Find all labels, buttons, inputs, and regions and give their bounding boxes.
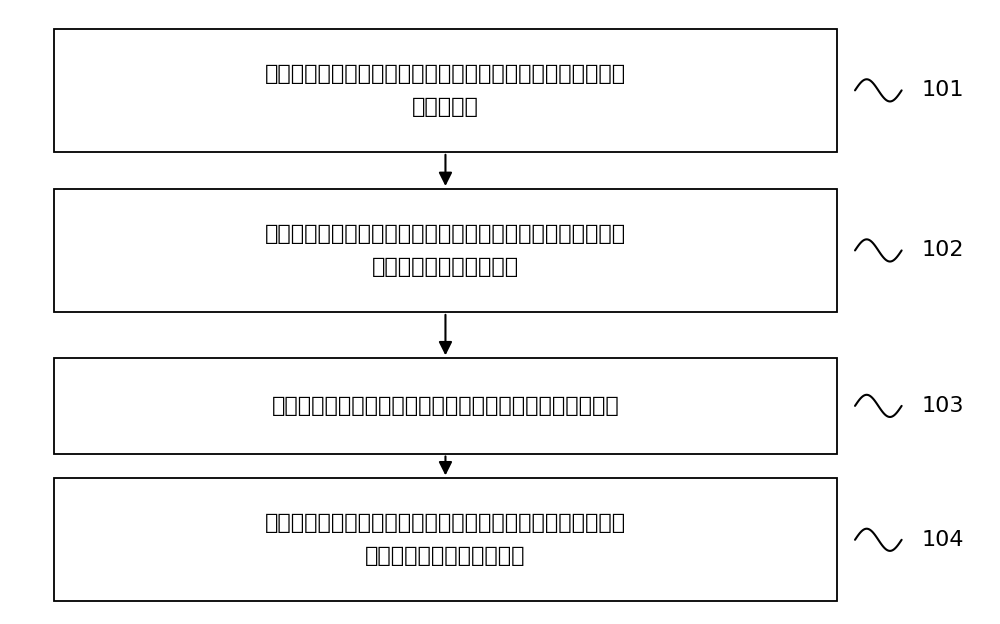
- Bar: [54, 29, 837, 152]
- Text: 104: 104: [921, 530, 964, 550]
- Text: 获取总辐射表腔体内的当前温度、当前相对湿度及上一次干燥
剂更换时间: 获取总辐射表腔体内的当前温度、当前相对湿度及上一次干燥 剂更换时间: [265, 64, 626, 117]
- Bar: [54, 478, 837, 602]
- Bar: [54, 358, 837, 454]
- Bar: [54, 189, 837, 312]
- Text: 根据预设的干燥剂作用时间阈值、上一次干燥剂更换时间及异
常时刻，确定异常检测结果: 根据预设的干燥剂作用时间阈值、上一次干燥剂更换时间及异 常时刻，确定异常检测结果: [265, 514, 626, 566]
- Text: 103: 103: [921, 396, 964, 416]
- Text: 根据总辐射表腔体内的当前温度和当前相对湿度，确定总辐射
表腔体内的当前绝对湿度: 根据总辐射表腔体内的当前温度和当前相对湿度，确定总辐射 表腔体内的当前绝对湿度: [265, 224, 626, 277]
- Text: 101: 101: [921, 80, 964, 100]
- Text: 根据当前绝对湿度与预设的湿度阈值的关系，确定异常时刻: 根据当前绝对湿度与预设的湿度阈值的关系，确定异常时刻: [272, 396, 619, 416]
- Text: 102: 102: [921, 240, 964, 260]
